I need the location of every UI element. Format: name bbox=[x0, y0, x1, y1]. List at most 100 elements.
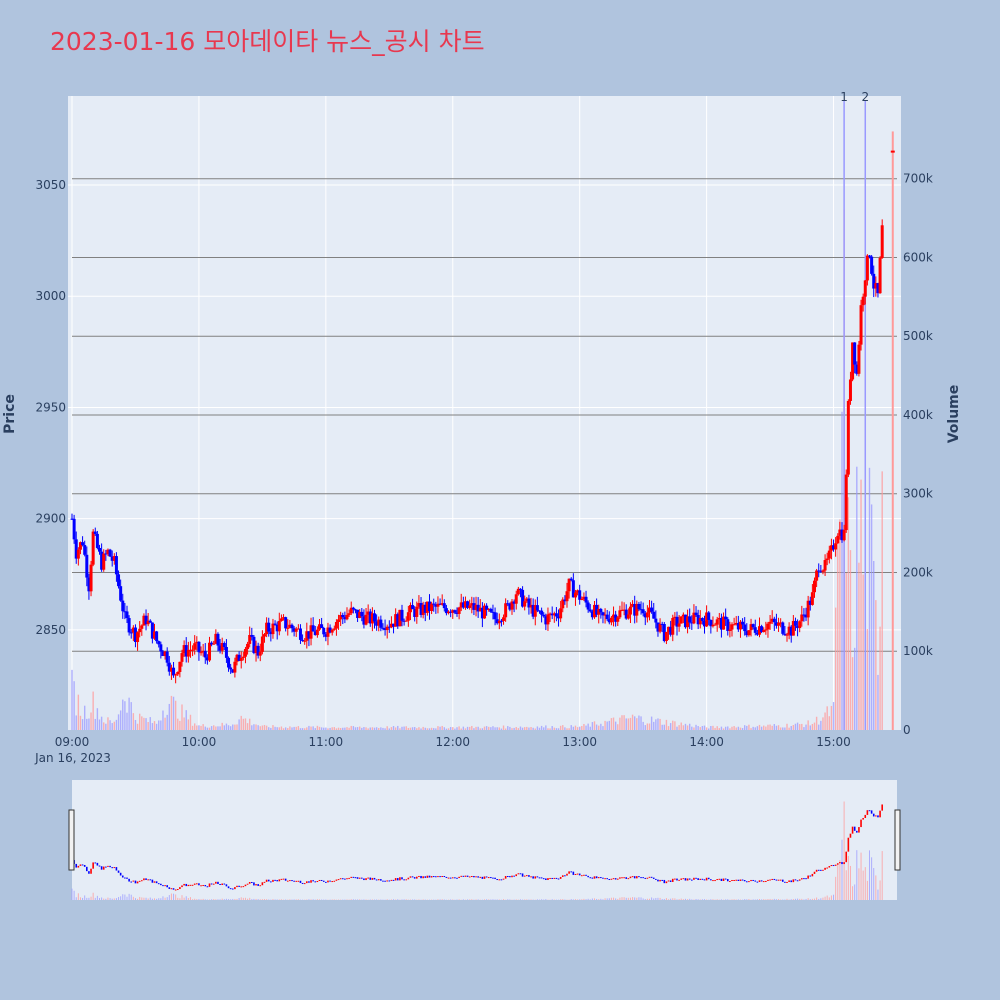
slider-candle bbox=[502, 878, 505, 880]
volume-bar bbox=[602, 726, 604, 730]
candle-body bbox=[588, 609, 592, 612]
slider-volume-bar bbox=[572, 899, 574, 900]
candle bbox=[423, 602, 427, 622]
candle-body bbox=[394, 614, 398, 627]
slider-volume-bar bbox=[515, 899, 517, 900]
volume-bar bbox=[257, 725, 259, 730]
slider-candle bbox=[638, 876, 640, 878]
slider-volume-bar bbox=[371, 899, 373, 900]
volume-axis-title: Volume bbox=[946, 385, 962, 444]
candle-body bbox=[349, 607, 353, 614]
candle-body bbox=[821, 570, 825, 572]
slider-candle bbox=[193, 883, 196, 885]
candle bbox=[387, 620, 391, 633]
candle-body bbox=[415, 606, 419, 617]
event-label: 2 bbox=[861, 90, 869, 104]
candle-body bbox=[853, 342, 857, 365]
slider-volume-bar bbox=[130, 894, 132, 900]
slider-volume-bar bbox=[393, 899, 395, 900]
volume-bar bbox=[595, 724, 598, 730]
slider-volume-bar bbox=[570, 899, 572, 900]
range-slider-right-handle[interactable] bbox=[894, 809, 901, 871]
volume-bar bbox=[325, 727, 327, 730]
slider-volume-bar bbox=[854, 884, 856, 900]
candle bbox=[745, 623, 749, 638]
slider-candle bbox=[879, 810, 881, 818]
candle bbox=[650, 600, 654, 614]
x-axis-ticks: 09:00 10:00 11:00 12:00 13:00 14:00 15:00 bbox=[55, 735, 851, 749]
slider-candle bbox=[373, 877, 376, 880]
volume-bar bbox=[90, 712, 92, 730]
candle bbox=[241, 651, 245, 661]
slider-candle bbox=[523, 875, 526, 877]
candle-body bbox=[688, 616, 692, 623]
volume-bar bbox=[483, 726, 486, 730]
candle-body bbox=[548, 613, 552, 615]
volume-bar bbox=[691, 726, 693, 730]
slider-volume-bar bbox=[196, 899, 198, 900]
candle-body bbox=[70, 518, 74, 520]
slider-volume-bar bbox=[244, 897, 246, 900]
candle-body bbox=[493, 612, 497, 620]
slider-volume-bar bbox=[179, 898, 181, 900]
volume-bar bbox=[881, 471, 883, 730]
candle bbox=[91, 529, 95, 567]
slider-candle bbox=[441, 875, 443, 877]
volume-bar bbox=[348, 727, 350, 730]
slider-candle bbox=[623, 877, 625, 879]
range-slider-left-handle[interactable] bbox=[68, 809, 75, 871]
candle bbox=[174, 673, 178, 684]
slider-volume-bar bbox=[346, 899, 348, 900]
volume-bar bbox=[676, 726, 678, 730]
volume-bar bbox=[344, 727, 346, 730]
slider-candle bbox=[278, 879, 281, 882]
slider-candle bbox=[614, 878, 617, 880]
volume-bar bbox=[593, 721, 596, 730]
volume-bar bbox=[86, 718, 88, 730]
candle bbox=[252, 634, 256, 655]
candle bbox=[470, 596, 474, 614]
slider-volume-bar bbox=[194, 898, 196, 900]
slider-candle bbox=[206, 886, 209, 888]
candle-body bbox=[131, 627, 135, 633]
candle bbox=[74, 531, 78, 564]
range-slider[interactable] bbox=[68, 780, 901, 900]
candle bbox=[878, 256, 882, 294]
slider-candle bbox=[748, 881, 750, 883]
candle-body bbox=[628, 606, 632, 615]
volume-bar bbox=[138, 713, 141, 730]
volume-tick-label: 500k bbox=[903, 329, 933, 343]
volume-bar bbox=[682, 725, 685, 730]
slider-candle bbox=[422, 876, 424, 879]
slider-candle bbox=[297, 880, 300, 882]
candle-body bbox=[108, 549, 112, 557]
candle-body bbox=[734, 622, 738, 625]
candle-body bbox=[521, 589, 525, 607]
volume-bar bbox=[234, 724, 236, 730]
volume-bar bbox=[754, 727, 756, 730]
candle bbox=[203, 643, 207, 664]
candle-body bbox=[252, 636, 256, 654]
slider-candle bbox=[826, 867, 828, 869]
candle bbox=[159, 641, 163, 659]
candle-body bbox=[117, 574, 121, 587]
slider-candle bbox=[498, 879, 501, 881]
volume-bar bbox=[868, 467, 871, 730]
candle bbox=[389, 616, 393, 629]
candle bbox=[603, 608, 607, 624]
candle-body bbox=[569, 578, 573, 581]
volume-bar bbox=[655, 719, 657, 730]
candle bbox=[180, 649, 184, 667]
candle-body bbox=[404, 620, 408, 622]
volume-bar bbox=[623, 715, 625, 730]
candle bbox=[506, 600, 510, 607]
volume-bar bbox=[731, 726, 733, 730]
candle bbox=[652, 602, 656, 619]
candles[interactable] bbox=[70, 150, 895, 684]
volume-bar bbox=[263, 724, 266, 730]
slider-volume-bar bbox=[147, 898, 149, 900]
slider-candle bbox=[669, 880, 672, 882]
event-label: 1 bbox=[840, 90, 848, 104]
volume-bar bbox=[830, 705, 833, 730]
